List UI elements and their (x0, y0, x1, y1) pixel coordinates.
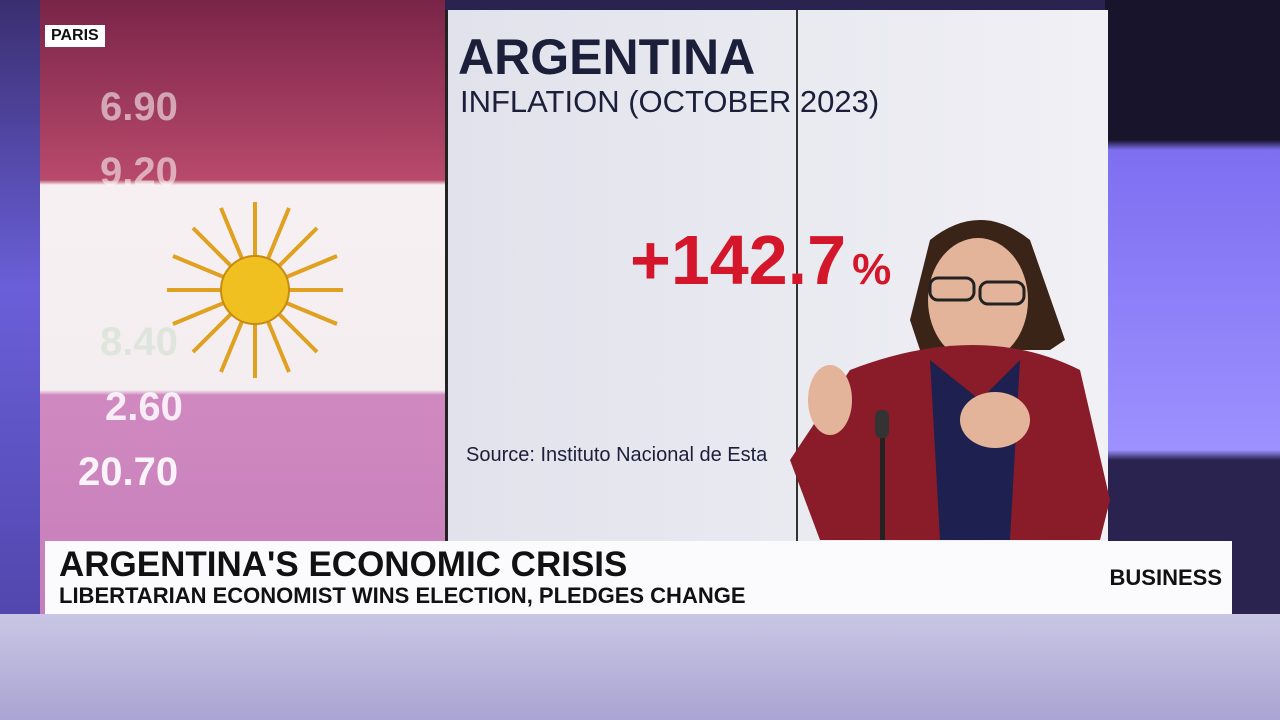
location-tag: PARIS (45, 25, 105, 47)
figure-unit: % (852, 245, 892, 294)
section-tag: BUSINESS (1109, 565, 1222, 590)
screen-subtitle: INFLATION (OCTOBER 2023) (460, 84, 880, 119)
screen-source: Source: Instituto Nacional de Esta (466, 444, 768, 466)
inflation-figure: +142.7% (630, 220, 891, 300)
sun-of-may (167, 202, 343, 378)
figure-value: +142.7 (630, 221, 847, 299)
headline: ARGENTINA'S ECONOMIC CRISIS (59, 545, 628, 584)
ticker-number: 2.60 (105, 385, 183, 429)
ticker-number: 6.90 (100, 85, 178, 129)
screen-title: ARGENTINA (458, 29, 756, 85)
screen-divider (796, 10, 798, 660)
lower-third: ARGENTINA'S ECONOMIC CRISIS LIBERTARIAN … (45, 541, 1232, 614)
studio-wall-right (1105, 0, 1280, 540)
subline: LIBERTARIAN ECONOMIST WINS ELECTION, PLE… (59, 583, 746, 608)
ticker-number: 8.40 (100, 320, 178, 364)
presenter (790, 220, 1110, 540)
desk (0, 614, 1280, 720)
studio-wall-left (0, 0, 40, 720)
ticker-number: 20.70 (78, 450, 179, 494)
ticker-number: 9.20 (100, 150, 178, 194)
